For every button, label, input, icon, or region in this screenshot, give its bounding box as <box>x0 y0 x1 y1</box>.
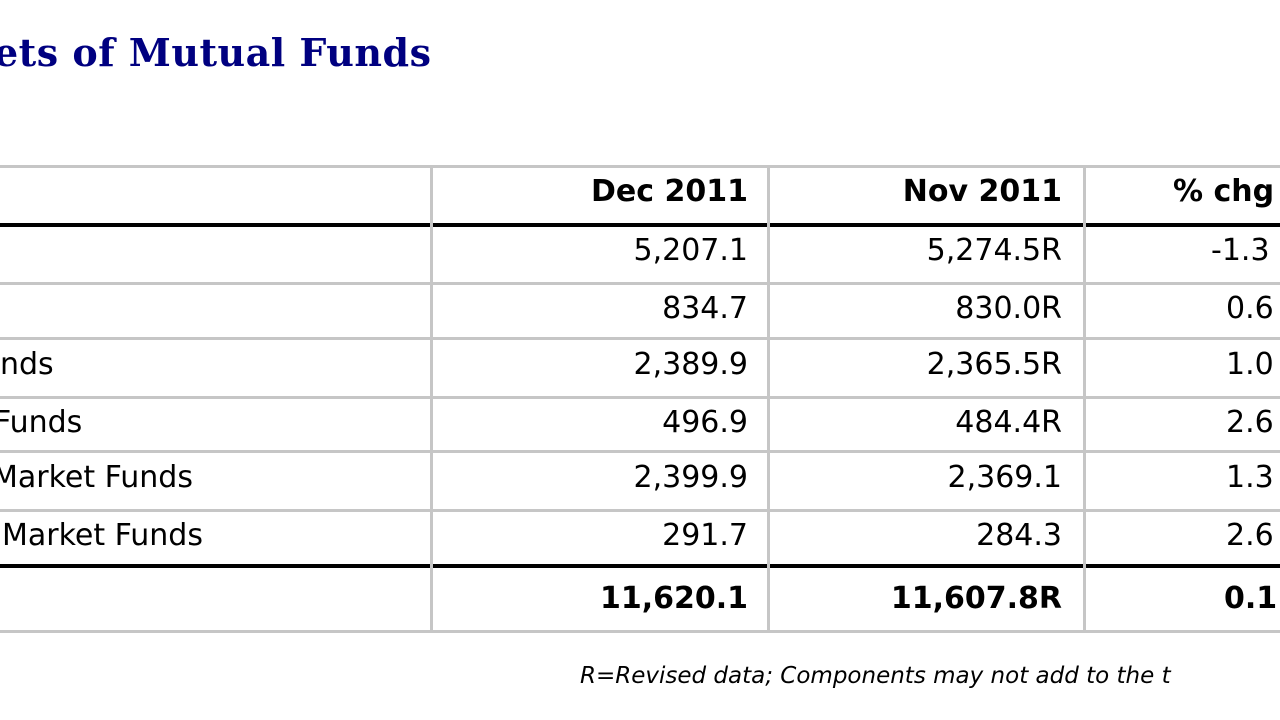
cell-nov: 2,365.5R <box>926 347 1062 382</box>
row-label: Market Funds <box>2 518 203 553</box>
row-divider <box>0 396 1280 399</box>
column-divider <box>430 166 433 633</box>
column-divider <box>1083 166 1086 633</box>
row-divider <box>0 509 1280 512</box>
row-label: nds <box>0 347 54 382</box>
page-title: ets of Mutual Funds <box>0 30 432 75</box>
cell-nov: 5,274.5R <box>926 233 1062 268</box>
header-separator <box>0 223 1280 227</box>
cell-dec: 2,399.9 <box>633 460 748 495</box>
cell-chg: 2.6 <box>1226 405 1274 440</box>
column-header-nov-2011: Nov 2011 <box>902 174 1062 209</box>
table-top-border <box>0 165 1280 168</box>
total-chg: 0.1 <box>1224 581 1278 616</box>
cell-dec: 291.7 <box>662 518 748 553</box>
cell-chg: 1.0 <box>1226 347 1274 382</box>
row-label: Funds <box>0 405 83 440</box>
cell-chg: 2.6 <box>1226 518 1274 553</box>
column-header-dec-2011: Dec 2011 <box>591 174 748 209</box>
cell-chg: -1.3 <box>1211 233 1270 268</box>
row-label: Market Funds <box>0 460 193 495</box>
table-bottom-border <box>0 630 1280 633</box>
cell-dec: 2,389.9 <box>633 347 748 382</box>
column-divider <box>767 166 770 633</box>
row-divider <box>0 337 1280 340</box>
footnote: R=Revised data; Components may not add t… <box>580 663 1171 689</box>
total-separator <box>0 564 1280 568</box>
column-header-pct-chg: % chg <box>1173 174 1275 209</box>
cell-nov: 284.3 <box>976 518 1062 553</box>
row-divider <box>0 450 1280 453</box>
row-divider <box>0 282 1280 285</box>
cell-chg: 0.6 <box>1226 291 1274 326</box>
cell-nov: 484.4R <box>955 405 1062 440</box>
total-dec: 11,620.1 <box>599 581 748 616</box>
cell-dec: 496.9 <box>662 405 748 440</box>
cell-nov: 2,369.1 <box>947 460 1062 495</box>
cell-chg: 1.3 <box>1226 460 1274 495</box>
total-nov: 11,607.8R <box>890 581 1062 616</box>
cell-nov: 830.0R <box>955 291 1062 326</box>
cell-dec: 5,207.1 <box>633 233 748 268</box>
cell-dec: 834.7 <box>662 291 748 326</box>
